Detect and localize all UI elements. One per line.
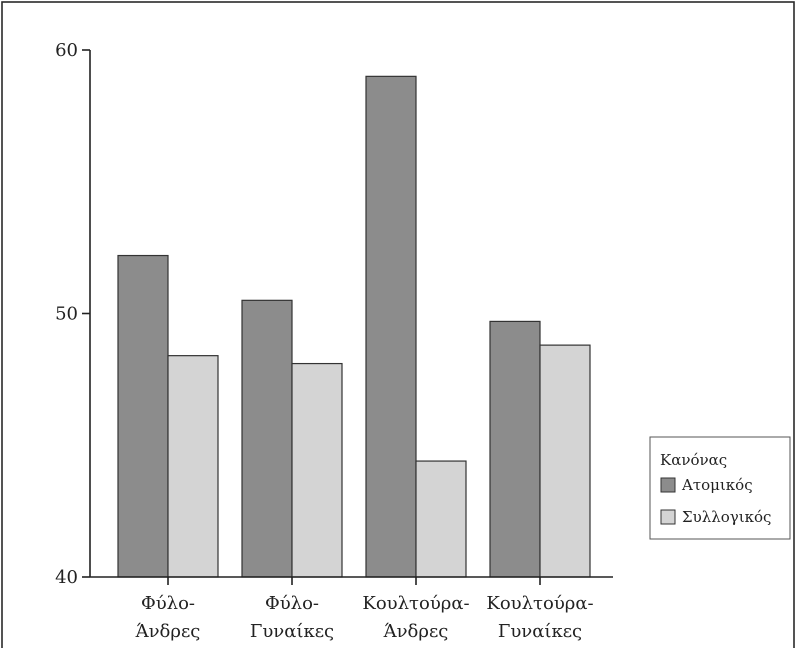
y-tick-label: 40 <box>55 567 78 588</box>
bar-series-1-cat-4 <box>489 320 541 578</box>
x-category-label: Φύλο-Άνδρες <box>135 593 201 642</box>
bar-series-2-cat-1 <box>167 355 219 578</box>
bar-series-1-cat-2 <box>241 299 293 578</box>
legend-items: Ατομικός Συλλογικός <box>660 476 771 526</box>
legend-swatch-2 <box>660 509 676 525</box>
x-category-label: Κουλτούρα-Άνδρες <box>362 593 469 642</box>
bar-series-2-cat-3 <box>415 460 467 578</box>
legend: Κανόνας Ατομικός Συλλογικός <box>649 436 791 540</box>
bar-series-2-cat-2 <box>291 362 343 578</box>
y-tick-label: 50 <box>55 304 78 325</box>
legend-title: Κανόνας <box>660 451 727 469</box>
y-ticks-group: 40 50 60 <box>55 40 90 588</box>
bar-series-1-cat-1 <box>117 254 169 578</box>
x-ticks-group: Φύλο-Άνδρες Φύλο-Γυναίκες Κουλτούρα-Άνδρες… <box>135 577 594 642</box>
legend-label-2: Συλλογικός <box>682 508 771 526</box>
x-category-label: Φύλο-Γυναίκες <box>250 593 334 642</box>
y-tick-label: 60 <box>55 40 78 61</box>
legend-swatch-1 <box>660 477 676 493</box>
bars-group <box>117 75 591 578</box>
bar-series-1-cat-3 <box>365 75 417 578</box>
x-category-label: Κουλτούρα-Γυναίκες <box>486 593 593 642</box>
bar-series-2-cat-4 <box>539 344 591 578</box>
legend-label-1: Ατομικός <box>681 476 753 494</box>
